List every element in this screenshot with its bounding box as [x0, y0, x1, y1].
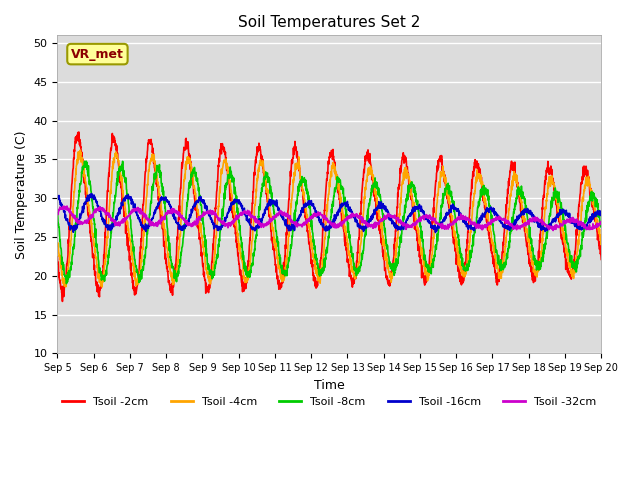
Legend: Tsoil -2cm, Tsoil -4cm, Tsoil -8cm, Tsoil -16cm, Tsoil -32cm: Tsoil -2cm, Tsoil -4cm, Tsoil -8cm, Tsoi… [58, 393, 601, 411]
Title: Soil Temperatures Set 2: Soil Temperatures Set 2 [238, 15, 420, 30]
Y-axis label: Soil Temperature (C): Soil Temperature (C) [15, 130, 28, 259]
Text: VR_met: VR_met [71, 48, 124, 60]
X-axis label: Time: Time [314, 379, 345, 392]
